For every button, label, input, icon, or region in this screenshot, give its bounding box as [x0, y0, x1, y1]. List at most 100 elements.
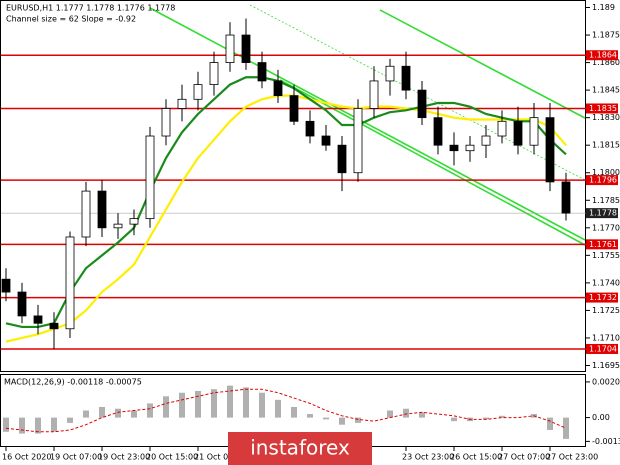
- candle-body: [1, 278, 11, 293]
- channel-mid: [249, 4, 586, 181]
- x-tick-label: 19 Oct 07:00: [50, 453, 102, 462]
- macd-bar: [35, 417, 41, 434]
- y-tick-label: 1.1755: [592, 251, 620, 260]
- macd-bar: [147, 403, 153, 418]
- watermark-box: [228, 432, 372, 465]
- macd-bar: [227, 385, 233, 418]
- macd-bar: [243, 387, 249, 418]
- last-price-label: 1.1778: [589, 209, 617, 218]
- channel-lines: [149, 4, 586, 246]
- macd-bar: [499, 415, 505, 418]
- macd-bar: [99, 406, 105, 418]
- candle-body: [433, 117, 443, 146]
- macd-bar: [259, 392, 265, 418]
- x-tick-label: 26 Oct 15:00: [450, 453, 502, 462]
- candle-body: [353, 108, 363, 174]
- candle-body: [513, 120, 523, 146]
- candle-body: [129, 218, 139, 225]
- candle-body: [337, 144, 347, 174]
- level-tag: [586, 103, 618, 114]
- macd-bar: [563, 417, 569, 439]
- candle-body: [241, 34, 251, 63]
- candle-body: [97, 190, 107, 229]
- macd-bar: [403, 408, 409, 418]
- candle-body: [65, 236, 75, 330]
- moving-average: [5, 94, 567, 343]
- candle-body: [145, 135, 155, 220]
- candle-body: [369, 80, 379, 109]
- y-tick-label: 1.1830: [592, 113, 620, 122]
- candle-body: [465, 144, 475, 152]
- level-label: 1.1732: [589, 293, 617, 302]
- candle-body: [273, 80, 283, 97]
- macd-bar: [307, 414, 313, 418]
- candle-body: [225, 34, 235, 63]
- macd-bar: [51, 417, 57, 432]
- candle-body: [193, 84, 203, 100]
- candle-body: [17, 291, 27, 317]
- x-tick-label: 19 Oct 23:00: [98, 453, 150, 462]
- macd-label: MACD(12,26,9) -0.00118 -0.00075: [4, 378, 142, 387]
- candle-body: [545, 117, 555, 183]
- candle-body: [161, 108, 171, 137]
- x-tick-label: 27 Oct 07:00: [498, 453, 550, 462]
- channel-upper: [379, 9, 586, 119]
- macd-signal: [5, 388, 567, 433]
- macd-bar: [291, 406, 297, 418]
- y-tick-label: 1.1770: [592, 223, 620, 232]
- macd-bar: [483, 417, 489, 420]
- chart-subtitle: Channel size = 62 Slope = -0.92: [6, 15, 136, 24]
- macd-bar: [163, 396, 169, 418]
- y-tick-label: 1.1725: [592, 306, 620, 315]
- y-tick-label: 1.1815: [592, 141, 620, 150]
- macd-bar: [3, 417, 9, 432]
- x-tick-label: 21 Oct 07:00: [194, 453, 246, 462]
- macd-bar: [323, 417, 329, 420]
- candle-body: [497, 120, 507, 137]
- level-label: 1.1761: [589, 240, 617, 249]
- y-tick-label: 1.1695: [592, 361, 620, 370]
- y-tick-label: 1.1845: [592, 86, 620, 95]
- candle-body: [177, 98, 187, 109]
- macd-bar: [131, 410, 137, 418]
- macd-y-tick-label: -0.00134: [592, 437, 620, 446]
- x-tick-label: 20 Oct 15:00: [146, 453, 198, 462]
- candle-body: [209, 62, 219, 86]
- level-tag: [586, 175, 618, 186]
- level-label: 1.1704: [589, 344, 617, 353]
- macd-bar: [83, 410, 89, 418]
- candle-body: [81, 190, 91, 238]
- macd-bar: [451, 417, 457, 422]
- x-tick-label: 23 Oct 23:00: [402, 453, 454, 462]
- candle-body: [289, 95, 299, 122]
- x-tick-label: 27 Oct 23:00: [546, 453, 598, 462]
- macd-bar: [339, 417, 345, 425]
- channel-lower: [279, 79, 586, 246]
- macd-bar: [419, 412, 425, 418]
- y-tick-label: 1.1740: [592, 278, 620, 287]
- candle-body: [529, 117, 539, 146]
- macd-bar: [547, 417, 553, 431]
- macd-bar: [19, 417, 25, 434]
- main-frame: [0, 0, 586, 372]
- macd-bar: [387, 410, 393, 418]
- macd-bar: [67, 417, 73, 423]
- last-price-tag: [586, 208, 618, 219]
- candle-body: [257, 62, 267, 82]
- moving-average: [5, 76, 567, 329]
- x-tick-label: 16 Oct 2020: [2, 453, 51, 462]
- level-tag: [586, 292, 618, 303]
- level-tag: [586, 343, 618, 354]
- watermark: instaforex: [250, 436, 350, 460]
- level-label: 1.1796: [589, 176, 617, 185]
- level-tag: [586, 50, 618, 61]
- macd-y-tick-label: 0.00: [592, 413, 610, 422]
- candle-body: [401, 65, 411, 91]
- y-tick-label: 1.189: [592, 3, 615, 12]
- level-label: 1.1835: [589, 104, 617, 113]
- macd-bar: [275, 399, 281, 418]
- candle-body: [449, 144, 459, 152]
- candle-body: [305, 120, 315, 137]
- chart-title: EURUSD,H1 1.1777 1.1778 1.1776 1.1778: [6, 4, 175, 13]
- y-tick-label: 1.1785: [592, 196, 620, 205]
